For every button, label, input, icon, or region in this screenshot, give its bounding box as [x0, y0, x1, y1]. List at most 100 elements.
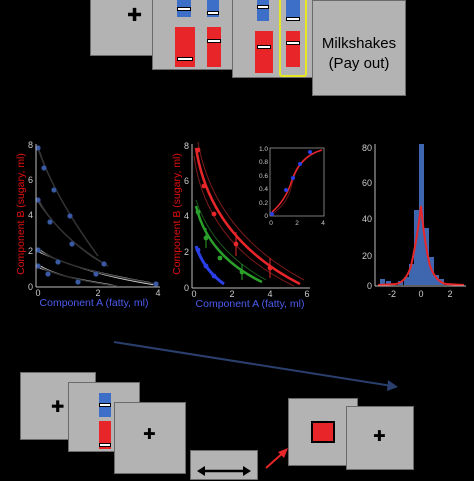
- left-xtick: 2: [95, 288, 100, 298]
- mid-band-red: [193, 155, 295, 287]
- left-ytick: 6: [28, 175, 33, 185]
- double-arrow-icon: [197, 466, 251, 476]
- mid-red-point: [211, 211, 217, 217]
- mid-curve-red: [194, 147, 301, 286]
- inset-points: [270, 150, 312, 216]
- fixation-cross-icon: ✚: [143, 425, 156, 443]
- hist-bar: [424, 228, 429, 285]
- inset-point: [298, 162, 302, 166]
- inset-xtick: 4: [321, 220, 325, 227]
- mid-green-points: [195, 209, 245, 275]
- inset-ytick: 0.2: [259, 200, 268, 207]
- inset-point: [308, 150, 312, 154]
- left-band-1: [38, 146, 96, 254]
- hist-bar: [380, 279, 385, 285]
- left-ytick: 4: [28, 210, 33, 220]
- outcome-screen: Milkshakes (Pay out): [312, 0, 406, 96]
- left-point: [35, 145, 41, 151]
- inset-ytick: 0.6: [259, 173, 268, 180]
- red-pointer-arrow: [265, 448, 288, 469]
- mid-red-point: [201, 183, 207, 189]
- left-point: [75, 279, 81, 285]
- mid-ytick: 8: [184, 141, 189, 151]
- mid-blue-point: [195, 247, 201, 253]
- hist-bar: [414, 210, 419, 285]
- left-point: [93, 271, 99, 277]
- mid-ytick: 6: [184, 176, 189, 186]
- left-point: [69, 241, 75, 247]
- inset-yticks: 0 0.2 0.4 0.6 0.8 1.0: [259, 146, 268, 220]
- right-xtick: 2: [447, 289, 452, 299]
- fixation-screen-bottom-3: ✚: [346, 406, 414, 470]
- right-ytick: 20: [362, 251, 372, 261]
- mid-curve-green: [194, 205, 263, 284]
- mid-inset: 0 0.2 0.4 0.6 0.8 1.0 0 2 4: [259, 146, 325, 227]
- left-y-label: Component B (sugary, ml): [15, 153, 27, 275]
- outcome-label-line2: (Pay out): [328, 55, 390, 72]
- mid-ytick: 2: [184, 247, 189, 257]
- offer-red-bar: [99, 421, 111, 449]
- mid-x-label: Component A (fatty, ml): [196, 298, 305, 310]
- left-ytick: 2: [28, 246, 33, 256]
- left-curve-1: [37, 147, 99, 257]
- inset-xtick: 0: [269, 220, 273, 227]
- inset-point: [291, 176, 295, 180]
- left-xtick: 0: [35, 288, 40, 298]
- diagonal-arrow: [113, 341, 398, 391]
- mid-yticks: 0 2 4 6 8: [184, 141, 189, 293]
- hist-bar: [386, 281, 391, 285]
- mid-xtick: 4: [267, 289, 272, 299]
- left-xticks: 0 2 4: [35, 288, 160, 298]
- hist-bar: [434, 275, 439, 285]
- fixation-screen-bottom-2: ✚: [114, 402, 186, 474]
- option-right-red-marker: [207, 39, 221, 43]
- mid-ytick: 0: [184, 283, 189, 293]
- left-data-points: [35, 145, 159, 287]
- mid-band-green: [195, 199, 267, 281]
- inset-ytick: 0: [264, 213, 268, 220]
- inset-ytick: 1.0: [259, 146, 268, 153]
- inset-xticks: 0 2 4: [269, 220, 325, 227]
- left-x-label: Component A (fatty, ml): [40, 297, 149, 309]
- inset-point: [284, 188, 288, 192]
- offer-blue-marker: [99, 403, 111, 407]
- mid-green-errorbars: [205, 228, 243, 280]
- left-point: [45, 271, 51, 277]
- inset-point: [270, 212, 274, 216]
- left-band-2: [38, 198, 110, 268]
- mid-xtick: 0: [191, 289, 196, 299]
- inset-ytick: 0.8: [259, 159, 268, 166]
- option-left-red-marker: [257, 45, 271, 49]
- choice-screen-1: [152, 0, 240, 70]
- left-point: [35, 197, 41, 203]
- option-right-red-marker: [286, 41, 300, 45]
- mid-xticks: 0 2 4 6: [191, 289, 309, 299]
- right-ytick: 40: [362, 214, 372, 224]
- left-point: [41, 165, 47, 171]
- left-point: [47, 219, 53, 225]
- diagonal-arrow-line: [113, 341, 393, 387]
- left-ytick: 0: [28, 282, 33, 292]
- mid-xtick: 2: [229, 289, 234, 299]
- mid-green-point: [195, 209, 201, 215]
- choice-screen-2: [232, 0, 320, 78]
- red-square-stimulus: [311, 421, 335, 443]
- diagonal-arrow-head: [387, 380, 398, 391]
- left-curve-2: [37, 199, 109, 267]
- left-band-3: [38, 248, 158, 286]
- middle-panel: 0 2 4 6 8 0 2 4 6 Component A (fatty, ml…: [171, 141, 325, 310]
- left-curve-3: [37, 249, 157, 285]
- mid-red-points: [195, 147, 273, 271]
- response-screen-bottom: [190, 450, 258, 480]
- right-yticks: 0 20 40 60 80: [362, 143, 372, 291]
- offer-red-marker: [99, 443, 111, 447]
- mid-blue-point: [211, 273, 217, 279]
- option-right-blue-bar: [286, 0, 300, 21]
- right-ytick: 60: [362, 178, 372, 188]
- mid-ytick: 4: [184, 211, 189, 221]
- option-right-red-bar: [207, 27, 221, 67]
- hist-bar: [404, 277, 409, 285]
- mid-red-errorbars: [235, 232, 271, 278]
- left-point: [35, 263, 41, 269]
- left-point: [153, 281, 159, 287]
